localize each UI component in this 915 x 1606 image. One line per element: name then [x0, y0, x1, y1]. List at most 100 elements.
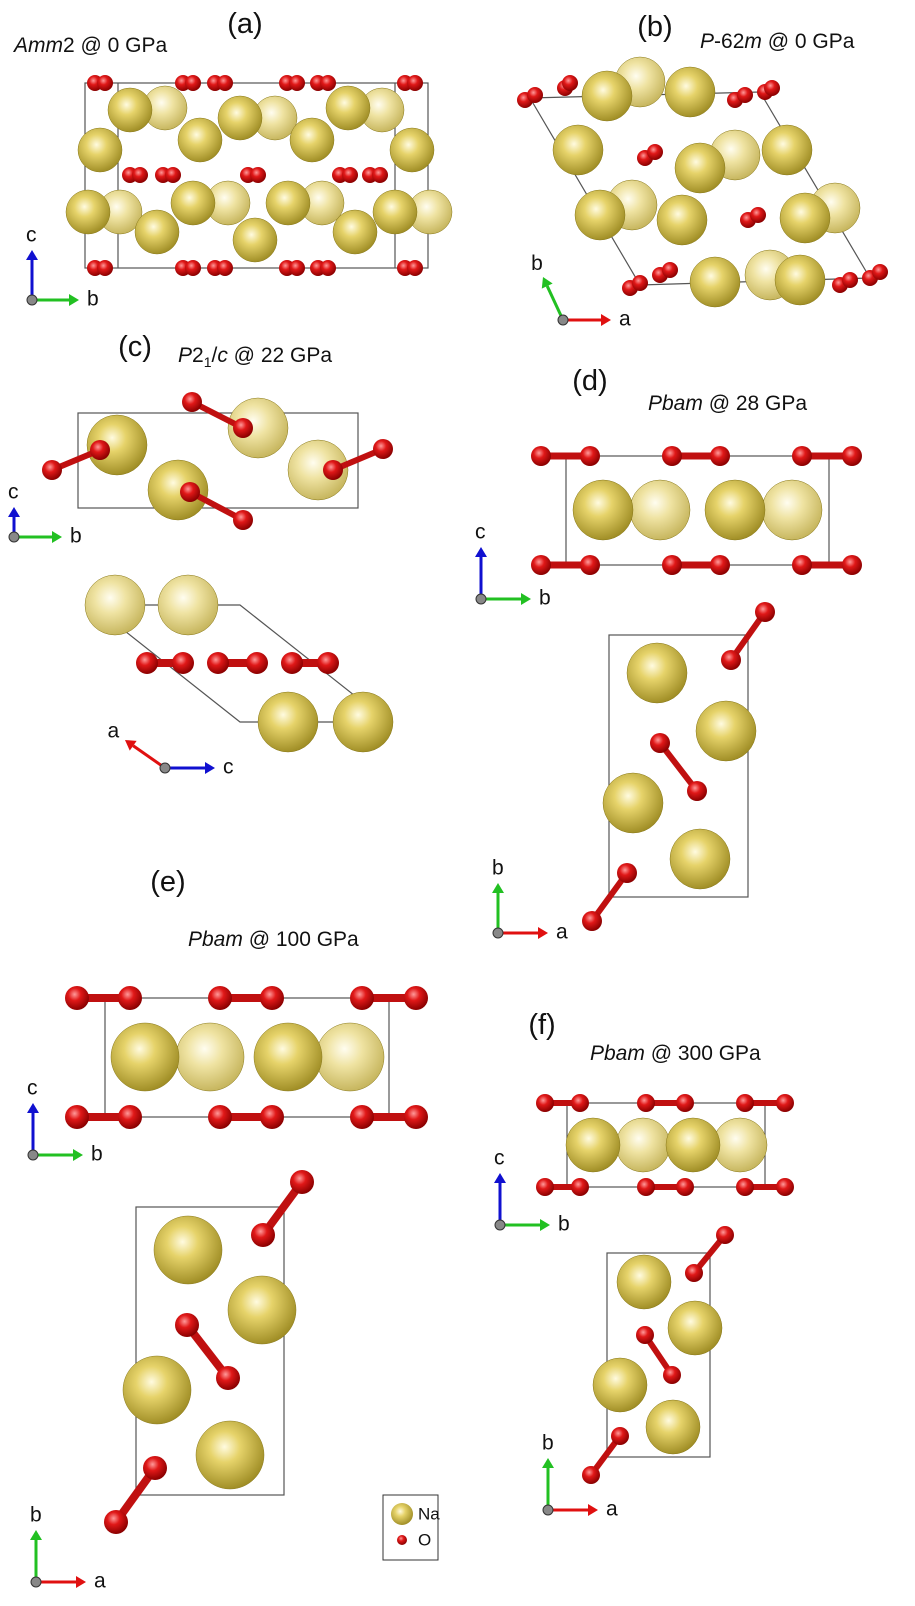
o-atom	[716, 1226, 734, 1244]
axis-arrow-head	[52, 531, 62, 543]
o-atom	[736, 1178, 754, 1196]
o-atom	[531, 446, 551, 466]
na-atom	[616, 1118, 670, 1172]
na-atom	[668, 1301, 722, 1355]
o-atom	[663, 1366, 681, 1384]
panel-title: P21/c @ 22 GPa	[178, 344, 332, 370]
axis-label: b	[531, 252, 543, 275]
o-atom	[527, 87, 543, 103]
o-atom	[637, 1094, 655, 1112]
title-part: Pbam	[590, 1042, 645, 1065]
title-part: @ 300 GPa	[645, 1042, 761, 1065]
panel-title: Pbam @ 28 GPa	[648, 392, 807, 415]
axis-label: c	[27, 1077, 38, 1100]
na-atom	[228, 1276, 296, 1344]
o-atom	[637, 1178, 655, 1196]
o-atom	[207, 652, 229, 674]
na-atom	[627, 643, 687, 703]
o-atom	[710, 555, 730, 575]
legend-label: Na	[418, 1504, 440, 1523]
title-part: @ 28 GPa	[703, 392, 808, 415]
axis-arrow-head	[76, 1576, 86, 1588]
o-atom	[97, 260, 113, 276]
na-atom	[233, 218, 277, 262]
o-atom	[372, 167, 388, 183]
axis-origin	[543, 1505, 553, 1515]
title-part: m	[744, 30, 762, 53]
axis-label: c	[475, 521, 486, 544]
title-part: c	[217, 344, 228, 367]
o-atom	[289, 260, 305, 276]
o-atom	[687, 781, 707, 801]
o-atom	[407, 75, 423, 91]
o-atom	[676, 1178, 694, 1196]
na-atom	[696, 701, 756, 761]
o-atom	[571, 1178, 589, 1196]
o-atom	[320, 260, 336, 276]
axis-origin	[495, 1220, 505, 1230]
o-atom	[580, 446, 600, 466]
axis-arrow-head	[521, 593, 531, 605]
o-atom	[65, 1105, 89, 1129]
o-atom	[617, 863, 637, 883]
o-atom	[582, 911, 602, 931]
axis-label: c	[223, 756, 234, 779]
o-atom	[217, 75, 233, 91]
na-atom	[135, 210, 179, 254]
o-atom	[350, 986, 374, 1010]
axis-arrow-head	[27, 1103, 39, 1113]
na-atom	[665, 67, 715, 117]
o-atom	[662, 262, 678, 278]
na-atom	[111, 1023, 179, 1091]
axis-label: a	[108, 720, 120, 743]
na-atom	[762, 480, 822, 540]
panel-label: (c)	[118, 331, 152, 363]
o-atom	[536, 1178, 554, 1196]
na-atom	[603, 773, 663, 833]
na-atom	[630, 480, 690, 540]
o-atom	[260, 986, 284, 1010]
o-atom	[182, 392, 202, 412]
na-atom	[780, 193, 830, 243]
axis-arrow-head	[8, 507, 20, 517]
axis-origin	[28, 1150, 38, 1160]
na-atom	[670, 829, 730, 889]
axis-origin	[31, 1577, 41, 1587]
axis-arrow-head	[492, 883, 504, 893]
axis-arrow-head	[26, 250, 38, 260]
na-atom	[108, 88, 152, 132]
o-atom	[97, 75, 113, 91]
o-atom	[180, 482, 200, 502]
figure: (a)Amm2 @ 0 GPacb(b)P-62m @ 0 GPaba(c)P2…	[0, 0, 915, 1606]
panel-title: Pbam @ 100 GPa	[188, 928, 359, 951]
axis-arrow-head	[542, 1458, 554, 1468]
axis-arrow-head	[538, 927, 548, 939]
o-atom	[842, 555, 862, 575]
o-atom	[172, 652, 194, 674]
o-atom	[216, 1366, 240, 1390]
panel-label: (d)	[572, 365, 607, 397]
na-atom	[617, 1255, 671, 1309]
title-part: 2 @ 0 GPa	[63, 34, 168, 57]
axis-arrow	[547, 286, 563, 320]
o-atom	[323, 460, 343, 480]
o-atom	[531, 555, 551, 575]
na-atom	[290, 118, 334, 162]
title-part: Amm	[12, 34, 63, 57]
title-part: P	[178, 344, 192, 367]
axis-arrow-head	[540, 1219, 550, 1231]
o-atom	[750, 207, 766, 223]
o-atom	[185, 75, 201, 91]
legend-label: O	[418, 1530, 431, 1549]
na-atom	[646, 1400, 700, 1454]
na-atom	[713, 1118, 767, 1172]
axis-label: b	[91, 1143, 103, 1166]
panel-title: P-62m @ 0 GPa	[700, 30, 855, 53]
axis-label: b	[492, 857, 504, 880]
o-atom	[407, 260, 423, 276]
axis-arrow-head	[601, 314, 611, 326]
o-atom	[764, 80, 780, 96]
o-atom	[65, 986, 89, 1010]
na-atom	[254, 1023, 322, 1091]
o-atom	[685, 1264, 703, 1282]
